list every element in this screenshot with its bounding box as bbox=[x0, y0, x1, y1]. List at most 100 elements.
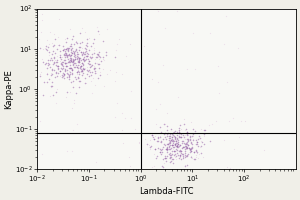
Point bbox=[114, 101, 119, 105]
Point bbox=[63, 54, 68, 57]
Point bbox=[181, 155, 186, 158]
Point bbox=[152, 135, 157, 138]
Point bbox=[95, 30, 100, 33]
Point bbox=[158, 148, 163, 152]
Point bbox=[191, 32, 196, 35]
Point bbox=[165, 150, 170, 153]
Point bbox=[84, 43, 89, 46]
Point bbox=[56, 43, 61, 46]
Point bbox=[49, 85, 54, 89]
Point bbox=[170, 147, 175, 150]
Point bbox=[169, 153, 174, 156]
Point bbox=[91, 49, 96, 52]
Point bbox=[23, 71, 28, 74]
Point bbox=[168, 141, 173, 145]
Point bbox=[184, 141, 188, 145]
Point bbox=[75, 70, 80, 73]
Point bbox=[165, 147, 170, 151]
Point bbox=[188, 135, 192, 138]
Point bbox=[58, 53, 62, 56]
Point bbox=[49, 56, 53, 59]
Point bbox=[172, 149, 176, 152]
Point bbox=[170, 143, 175, 146]
Point bbox=[82, 57, 86, 60]
Point bbox=[133, 127, 137, 131]
Point bbox=[113, 70, 118, 73]
Point bbox=[190, 135, 194, 138]
Point bbox=[71, 59, 76, 63]
Point bbox=[94, 61, 99, 65]
Point bbox=[164, 157, 169, 160]
Point bbox=[68, 80, 73, 83]
Point bbox=[169, 127, 173, 131]
Point bbox=[79, 65, 84, 68]
Point bbox=[86, 60, 91, 63]
Point bbox=[43, 44, 48, 48]
Point bbox=[171, 138, 176, 141]
Point bbox=[69, 43, 74, 46]
Point bbox=[100, 67, 105, 71]
Point bbox=[183, 178, 188, 181]
Point bbox=[45, 46, 50, 49]
Point bbox=[51, 55, 56, 58]
Point bbox=[97, 55, 101, 58]
Point bbox=[86, 74, 91, 78]
Point bbox=[159, 139, 164, 142]
Point bbox=[87, 55, 92, 58]
Point bbox=[64, 52, 68, 55]
Point bbox=[126, 155, 131, 158]
Point bbox=[80, 46, 84, 49]
Point bbox=[178, 158, 183, 161]
Point bbox=[67, 53, 71, 56]
Point bbox=[60, 61, 65, 64]
Point bbox=[178, 143, 182, 146]
Point bbox=[173, 136, 178, 139]
Point bbox=[82, 52, 87, 55]
Point bbox=[60, 67, 65, 70]
Point bbox=[171, 141, 176, 145]
Point bbox=[52, 58, 57, 62]
Point bbox=[68, 72, 72, 75]
Point bbox=[176, 139, 181, 142]
Point bbox=[37, 37, 42, 41]
Point bbox=[172, 135, 176, 138]
Point bbox=[38, 119, 43, 122]
Point bbox=[69, 107, 74, 110]
Point bbox=[72, 52, 77, 55]
Point bbox=[91, 51, 96, 54]
Point bbox=[158, 130, 163, 133]
Point bbox=[158, 135, 162, 138]
Point bbox=[66, 67, 71, 70]
Point bbox=[128, 42, 133, 45]
Point bbox=[72, 54, 76, 57]
Point bbox=[107, 132, 112, 135]
Point bbox=[181, 167, 186, 171]
Point bbox=[64, 51, 68, 54]
Point bbox=[172, 143, 177, 146]
Point bbox=[45, 62, 50, 65]
Point bbox=[158, 150, 162, 153]
Point bbox=[66, 61, 71, 64]
Point bbox=[174, 155, 178, 158]
Point bbox=[61, 48, 66, 51]
X-axis label: Lambda-FITC: Lambda-FITC bbox=[139, 187, 194, 196]
Point bbox=[173, 135, 178, 138]
Point bbox=[190, 143, 195, 146]
Point bbox=[49, 80, 54, 83]
Point bbox=[175, 137, 179, 140]
Point bbox=[173, 142, 178, 145]
Point bbox=[22, 89, 27, 93]
Point bbox=[168, 127, 173, 130]
Point bbox=[82, 59, 86, 63]
Point bbox=[63, 48, 68, 51]
Point bbox=[80, 61, 84, 64]
Point bbox=[71, 65, 76, 68]
Point bbox=[200, 140, 204, 144]
Point bbox=[138, 138, 143, 141]
Point bbox=[65, 53, 70, 56]
Point bbox=[170, 135, 175, 138]
Point bbox=[155, 155, 160, 158]
Point bbox=[163, 155, 167, 158]
Point bbox=[193, 67, 197, 71]
Point bbox=[176, 127, 181, 130]
